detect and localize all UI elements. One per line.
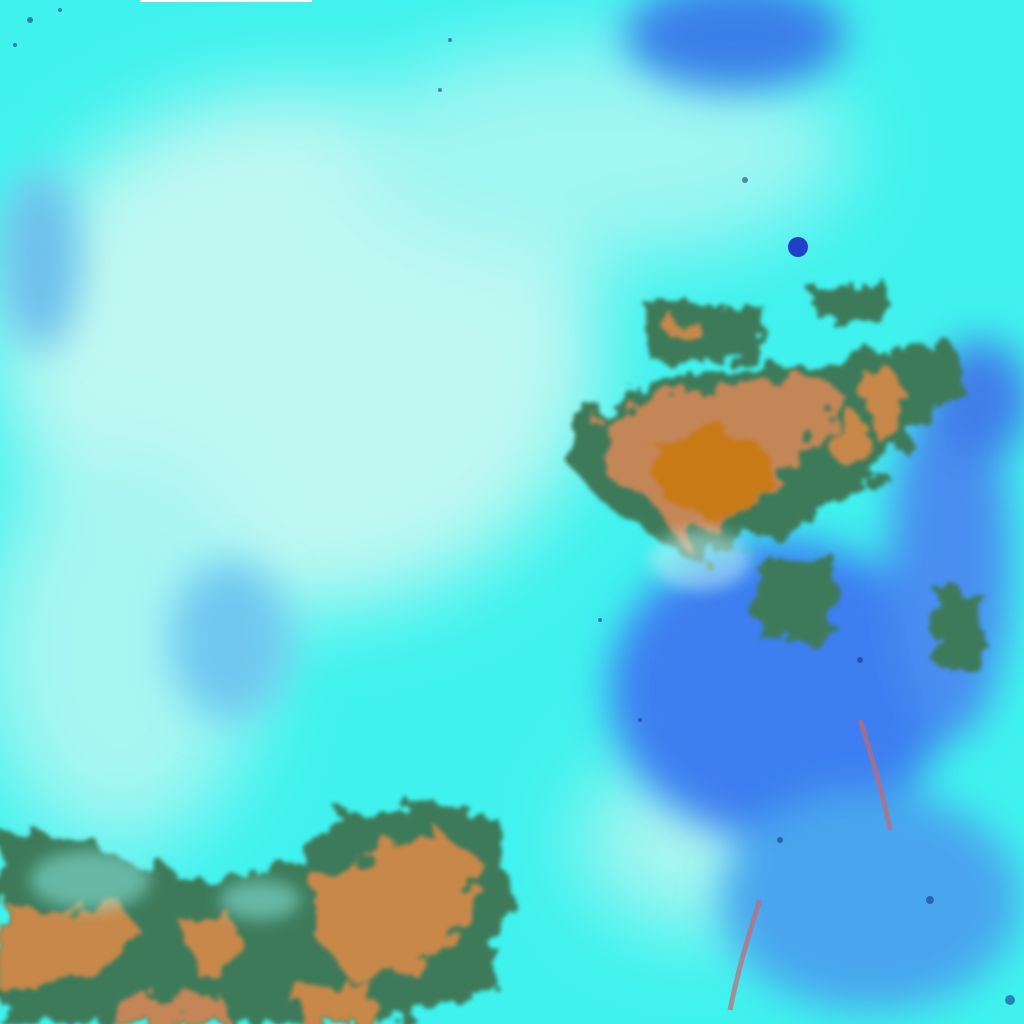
land-orange-south [0, 830, 480, 1024]
bright-cloud-regions [0, 40, 850, 930]
dark-blue-spot [788, 237, 808, 257]
cloud-texture [30, 530, 750, 920]
shadow-speckles [13, 8, 1015, 1005]
land-orange-center [600, 318, 900, 545]
top-white-bar [140, 0, 312, 2]
red-streaks [727, 719, 893, 1011]
